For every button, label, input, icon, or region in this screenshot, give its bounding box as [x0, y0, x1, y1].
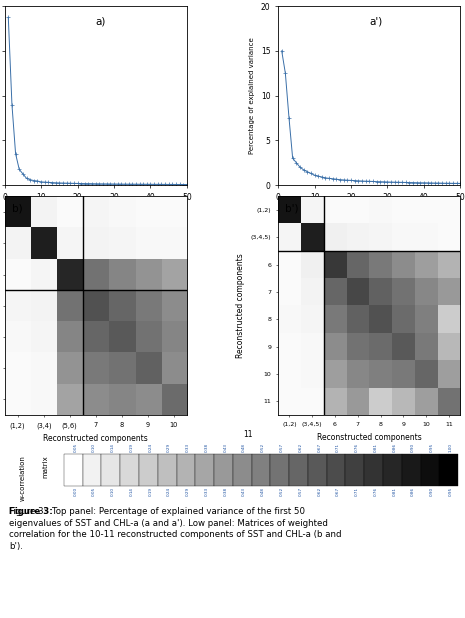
Text: 0.19: 0.19: [148, 487, 153, 496]
Text: 0.24: 0.24: [148, 443, 153, 452]
X-axis label: Rank of eigenvalue: Rank of eigenvalue: [332, 207, 406, 216]
Bar: [364, 454, 383, 486]
Bar: [383, 454, 402, 486]
Bar: [214, 454, 233, 486]
Text: Figure 3:: Figure 3:: [9, 507, 56, 516]
Bar: [233, 454, 252, 486]
Text: 0.81: 0.81: [392, 487, 396, 496]
Bar: [195, 454, 214, 486]
Bar: [439, 454, 458, 486]
Text: 0.86: 0.86: [392, 443, 396, 452]
Text: b): b): [12, 203, 23, 213]
Text: 0.48: 0.48: [242, 443, 246, 452]
Bar: [252, 454, 270, 486]
Text: 11: 11: [243, 430, 252, 439]
X-axis label: Reconstructed components: Reconstructed components: [43, 434, 148, 443]
Text: 0.86: 0.86: [411, 487, 415, 496]
Text: 0.57: 0.57: [299, 487, 303, 496]
Text: 0.38: 0.38: [224, 487, 227, 496]
Bar: [120, 454, 139, 486]
Text: 0.10: 0.10: [92, 443, 96, 452]
Text: 0.76: 0.76: [373, 487, 378, 496]
Text: 0.33: 0.33: [186, 443, 190, 452]
Bar: [270, 454, 289, 486]
Text: a'): a'): [369, 17, 382, 27]
Text: 0.90: 0.90: [411, 443, 415, 452]
Text: 0.71: 0.71: [355, 487, 359, 496]
Text: 0.00: 0.00: [73, 487, 77, 496]
X-axis label: Reconstructed components: Reconstructed components: [317, 433, 422, 442]
Bar: [83, 454, 101, 486]
Text: 0.33: 0.33: [205, 487, 209, 496]
Text: 0.43: 0.43: [224, 443, 227, 452]
Text: 0.43: 0.43: [242, 487, 246, 496]
Text: 0.52: 0.52: [280, 487, 284, 496]
Text: 0.81: 0.81: [373, 443, 378, 452]
Text: 0.52: 0.52: [261, 443, 265, 452]
Text: 0.90: 0.90: [430, 487, 434, 496]
Text: 0.67: 0.67: [317, 443, 321, 452]
Bar: [177, 454, 195, 486]
Text: 0.71: 0.71: [336, 443, 340, 452]
Bar: [345, 454, 364, 486]
Bar: [101, 454, 120, 486]
Text: 0.05: 0.05: [92, 487, 96, 496]
Text: b'): b'): [286, 203, 299, 213]
Text: 0.57: 0.57: [280, 443, 284, 452]
Bar: [64, 454, 83, 486]
Text: 0.48: 0.48: [261, 487, 265, 496]
Text: 0.29: 0.29: [186, 487, 190, 496]
Bar: [402, 454, 420, 486]
Text: 1.00: 1.00: [449, 443, 453, 452]
Text: Figure 3:  Top panel: Percentage of explained variance of the first 50
eigenvalu: Figure 3: Top panel: Percentage of expla…: [9, 507, 342, 551]
Text: 0.67: 0.67: [336, 487, 340, 496]
Text: matrix: matrix: [43, 455, 49, 478]
Bar: [289, 454, 308, 486]
Text: 0.24: 0.24: [167, 487, 171, 496]
Text: 0.62: 0.62: [317, 487, 321, 496]
Text: 0.29: 0.29: [167, 443, 171, 452]
Text: a): a): [96, 17, 106, 27]
Text: 0.38: 0.38: [205, 443, 209, 452]
X-axis label: Rank of eigenvalue: Rank of eigenvalue: [59, 207, 133, 216]
Text: 0.62: 0.62: [299, 443, 303, 452]
Bar: [420, 454, 439, 486]
Bar: [327, 454, 345, 486]
Text: 0.14: 0.14: [111, 444, 115, 452]
Bar: [139, 454, 158, 486]
Text: 0.95: 0.95: [449, 487, 453, 496]
Bar: [158, 454, 177, 486]
Text: 0.19: 0.19: [130, 443, 133, 452]
Text: 0.95: 0.95: [430, 443, 434, 452]
Text: 0.05: 0.05: [73, 443, 77, 452]
Text: 0.10: 0.10: [111, 487, 115, 496]
Text: w-correlation: w-correlation: [20, 455, 26, 501]
Text: 0.14: 0.14: [130, 487, 133, 496]
Y-axis label: Percentage of explained variance: Percentage of explained variance: [249, 37, 255, 154]
Y-axis label: Reconstructed components: Reconstructed components: [236, 253, 245, 358]
Text: 0.76: 0.76: [355, 443, 359, 452]
Bar: [308, 454, 327, 486]
